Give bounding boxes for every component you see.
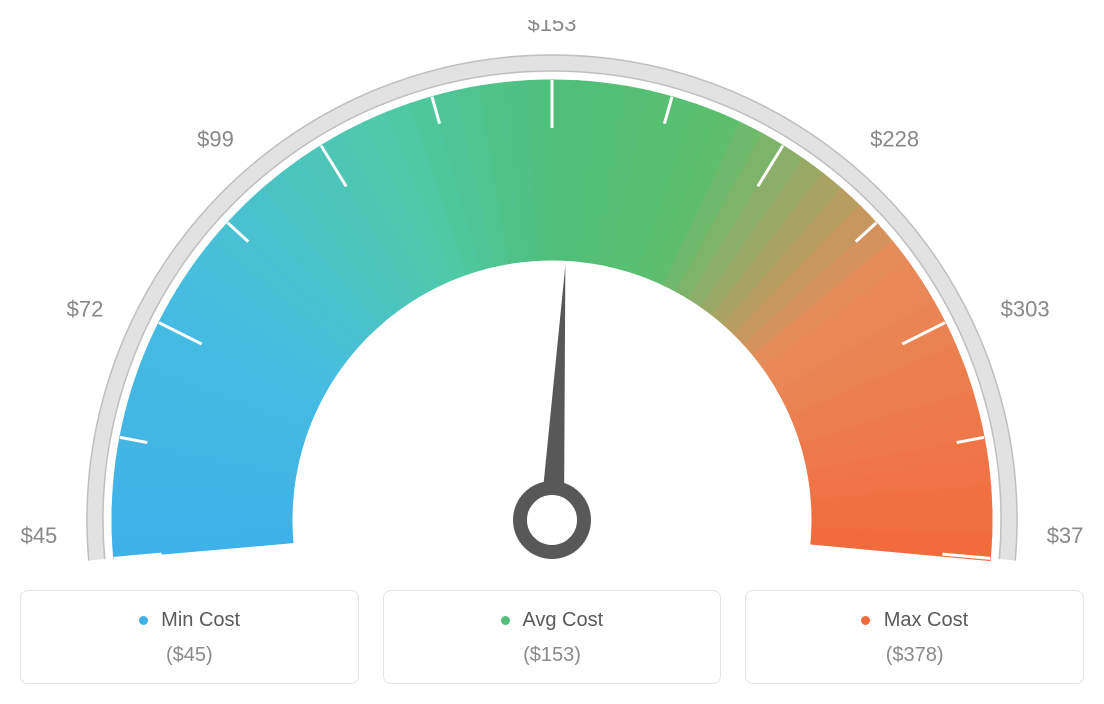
- gauge-svg: $45 $72 $99 $153 $228 $303 $378: [20, 20, 1084, 580]
- svg-text:$303: $303: [1001, 297, 1050, 322]
- legend-label-min-text: Min Cost: [161, 609, 240, 631]
- gauge-chart: $45 $72 $99 $153 $228 $303 $378: [20, 20, 1084, 580]
- legend-value-avg: ($153): [394, 644, 711, 667]
- legend-card-avg: Avg Cost ($153): [383, 590, 722, 684]
- svg-text:$228: $228: [870, 127, 919, 152]
- legend-card-max: Max Cost ($378): [745, 590, 1084, 684]
- legend-card-min: Min Cost ($45): [20, 590, 359, 684]
- legend-value-min: ($45): [31, 644, 348, 667]
- legend-label-avg-text: Avg Cost: [522, 609, 603, 631]
- legend-dot-avg: [501, 616, 510, 625]
- svg-text:$378: $378: [1047, 523, 1084, 548]
- legend-dot-min: [139, 616, 148, 625]
- legend-dot-max: [861, 616, 870, 625]
- legend-label-min: Min Cost: [31, 609, 348, 632]
- svg-text:$153: $153: [528, 20, 577, 36]
- legend-label-max: Max Cost: [756, 609, 1073, 632]
- legend-row: Min Cost ($45) Avg Cost ($153) Max Cost …: [20, 590, 1084, 684]
- legend-value-max: ($378): [756, 644, 1073, 667]
- svg-text:$99: $99: [197, 127, 234, 152]
- legend-label-avg: Avg Cost: [394, 609, 711, 632]
- svg-text:$72: $72: [67, 297, 104, 322]
- svg-text:$45: $45: [21, 523, 58, 548]
- legend-label-max-text: Max Cost: [884, 609, 968, 631]
- cost-gauge-container: $45 $72 $99 $153 $228 $303 $378 Min Cost ($45)…: [20, 20, 1084, 684]
